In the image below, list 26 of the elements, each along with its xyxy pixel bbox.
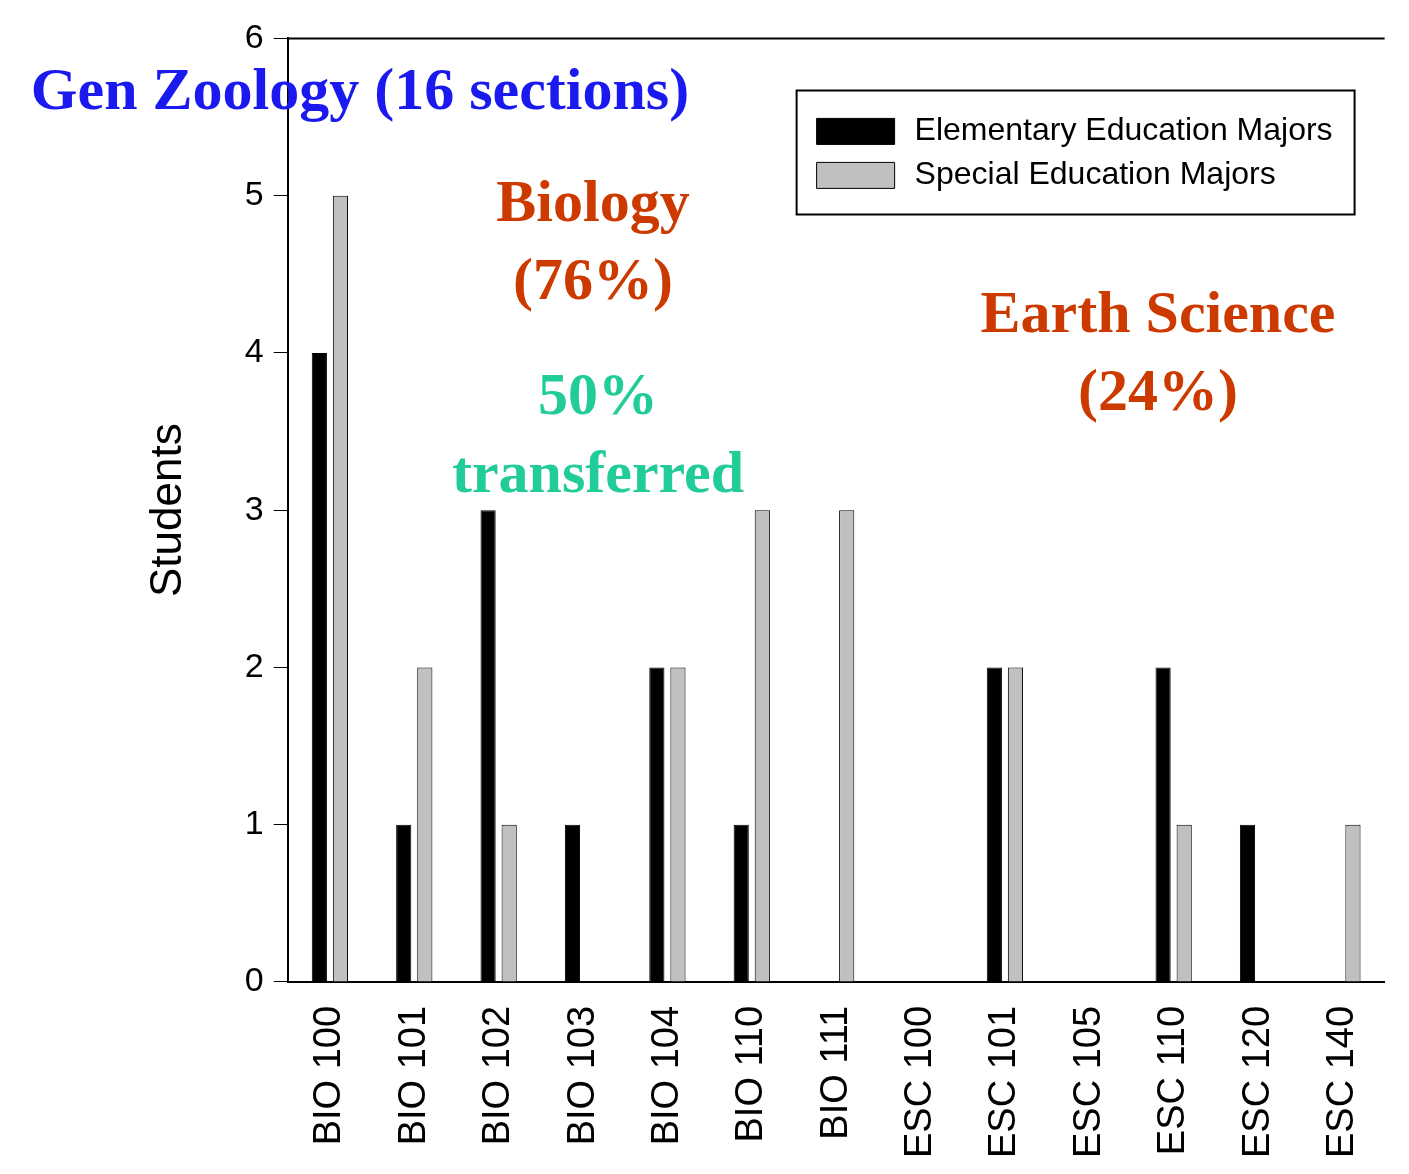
annotation: 50% transferred — [451, 360, 745, 505]
y-tick-label: 4 — [244, 331, 264, 370]
x-tick-label: BIO 104 — [643, 1005, 686, 1146]
x-tick-label: ESC 101 — [981, 1005, 1024, 1158]
x-tick-label: ESC 110 — [1150, 1005, 1193, 1156]
legend-label: Elementary Education Majors — [914, 111, 1333, 148]
y-tick-label: 0 — [244, 960, 264, 999]
x-tick-label: ESC 120 — [1234, 1005, 1277, 1158]
y-axis-title: Students — [140, 423, 190, 597]
x-tick-label: ESC 105 — [1065, 1005, 1108, 1158]
x-tick-label: BIO 102 — [475, 1005, 518, 1146]
x-tick-label: BIO 110 — [728, 1005, 771, 1143]
x-tick-label: BIO 101 — [390, 1005, 433, 1146]
x-tick-label: BIO 111 — [812, 1005, 855, 1140]
x-tick-label: ESC 100 — [897, 1005, 940, 1158]
legend-label: Special Education Majors — [914, 155, 1276, 192]
y-tick-label: 5 — [244, 174, 264, 213]
annotation: Earth Science (24%) — [980, 278, 1336, 423]
y-tick-label: 1 — [244, 803, 264, 842]
y-tick-label: 6 — [244, 16, 264, 55]
y-tick-label: 3 — [244, 488, 264, 527]
x-tick-label: BIO 103 — [559, 1005, 602, 1146]
x-tick-label: BIO 100 — [306, 1005, 349, 1146]
annotation: Biology (76%) — [496, 167, 690, 312]
x-tick-label: ESC 140 — [1318, 1005, 1361, 1158]
y-tick-label: 2 — [244, 645, 264, 684]
